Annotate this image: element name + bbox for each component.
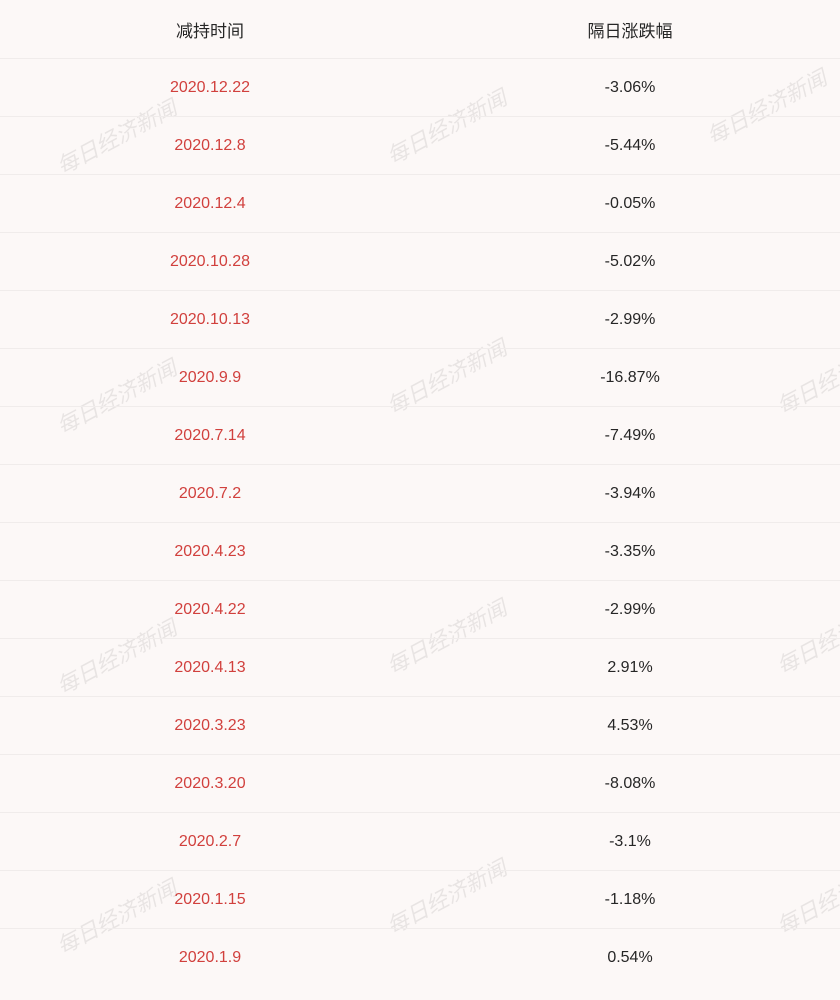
cell-change: -8.08% — [420, 775, 840, 793]
cell-change: -3.1% — [420, 833, 840, 851]
header-change: 隔日涨跌幅 — [420, 17, 840, 42]
cell-change: -2.99% — [420, 311, 840, 329]
table-row: 2020.10.28-5.02% — [0, 232, 840, 290]
table-row: 2020.1.15-1.18% — [0, 870, 840, 928]
cell-change: 4.53% — [420, 717, 840, 735]
cell-change: -2.99% — [420, 601, 840, 619]
header-date: 减持时间 — [0, 17, 420, 42]
table-row: 2020.4.132.91% — [0, 638, 840, 696]
table-row: 2020.7.14-7.49% — [0, 406, 840, 464]
table-row: 2020.10.13-2.99% — [0, 290, 840, 348]
cell-change: -16.87% — [420, 369, 840, 387]
cell-date: 2020.4.13 — [0, 659, 420, 677]
table-row: 2020.12.22-3.06% — [0, 58, 840, 116]
cell-date: 2020.7.14 — [0, 427, 420, 445]
table-row: 2020.2.7-3.1% — [0, 812, 840, 870]
cell-date: 2020.12.4 — [0, 195, 420, 213]
table-row: 2020.7.2-3.94% — [0, 464, 840, 522]
cell-date: 2020.1.9 — [0, 949, 420, 967]
cell-date: 2020.2.7 — [0, 833, 420, 851]
cell-date: 2020.1.15 — [0, 891, 420, 909]
table-row: 2020.4.23-3.35% — [0, 522, 840, 580]
cell-date: 2020.10.28 — [0, 253, 420, 271]
table-row: 2020.4.22-2.99% — [0, 580, 840, 638]
cell-change: -1.18% — [420, 891, 840, 909]
cell-date: 2020.3.20 — [0, 775, 420, 793]
cell-change: -5.44% — [420, 137, 840, 155]
cell-change: -7.49% — [420, 427, 840, 445]
table-row: 2020.3.234.53% — [0, 696, 840, 754]
cell-date: 2020.10.13 — [0, 311, 420, 329]
cell-change: -3.94% — [420, 485, 840, 503]
table-row: 2020.12.8-5.44% — [0, 116, 840, 174]
table-row: 2020.9.9-16.87% — [0, 348, 840, 406]
data-table: 减持时间 隔日涨跌幅 2020.12.22-3.06%2020.12.8-5.4… — [0, 0, 840, 986]
table-row: 2020.12.4-0.05% — [0, 174, 840, 232]
cell-date: 2020.7.2 — [0, 485, 420, 503]
cell-date: 2020.12.8 — [0, 137, 420, 155]
cell-date: 2020.4.23 — [0, 543, 420, 561]
cell-change: 0.54% — [420, 949, 840, 967]
table-row: 2020.1.90.54% — [0, 928, 840, 986]
cell-date: 2020.4.22 — [0, 601, 420, 619]
cell-change: 2.91% — [420, 659, 840, 677]
cell-change: -5.02% — [420, 253, 840, 271]
cell-date: 2020.12.22 — [0, 79, 420, 97]
cell-change: -3.35% — [420, 543, 840, 561]
cell-change: -0.05% — [420, 195, 840, 213]
cell-change: -3.06% — [420, 79, 840, 97]
table-header-row: 减持时间 隔日涨跌幅 — [0, 0, 840, 58]
table-row: 2020.3.20-8.08% — [0, 754, 840, 812]
cell-date: 2020.9.9 — [0, 369, 420, 387]
cell-date: 2020.3.23 — [0, 717, 420, 735]
